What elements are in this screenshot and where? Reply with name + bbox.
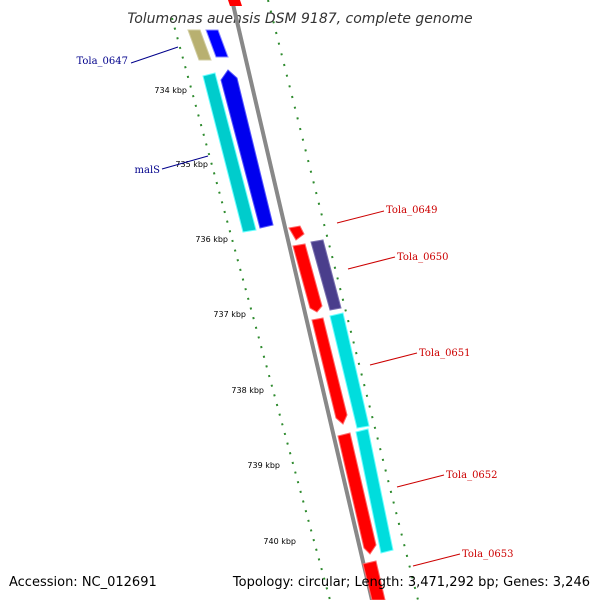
cds-tola-0647-adjacent [205,29,229,58]
ruler-track-left [171,17,331,600]
cds-top-edge [228,0,242,6]
gene-label-tola-0649[interactable]: Tola_0649 [386,205,438,216]
genome-stats-text: Topology: circular; Length: 3,471,292 bp… [232,575,590,590]
leader-line-tola-0652 [396,474,445,488]
tick-label: 738 kbp [231,386,264,395]
cds-tola-0651 [329,312,370,429]
leader-line-mals [161,155,209,170]
cds-blue-reverse [220,69,274,229]
gene-label-mals[interactable]: malS [135,165,161,176]
leader-line-tola-0650 [347,256,396,270]
cds-tola-0649 [288,225,305,241]
tick-735: 735 kbp [175,160,208,169]
leader-line-tola-0649 [336,210,385,224]
tick-label: 740 kbp [263,537,296,546]
cds-tola-0651-red [311,317,348,425]
tick-736: 736 kbp [195,235,228,244]
cds-mals [202,72,257,233]
cds-tola-0652 [355,428,394,554]
tick-label: 737 kbp [213,310,246,319]
cds-tola-0652-red [337,432,377,555]
map-title: Tolumonas auensis DSM 9187, complete gen… [127,11,472,27]
gene-label-tola-0647[interactable]: Tola_0647 [76,56,128,67]
tick-label: 736 kbp [195,235,228,244]
cds-tola-0647 [187,29,212,61]
gene-label-tola-0650[interactable]: Tola_0650 [397,252,449,263]
accession-text: Accession: NC_012691 [9,575,157,590]
gene-label-tola-0652[interactable]: Tola_0652 [446,470,498,481]
tick-738: 738 kbp [231,386,264,395]
gene-label-tola-0653[interactable]: Tola_0653 [462,549,514,560]
tick-label: 735 kbp [175,160,208,169]
gene-label-tola-0651[interactable]: Tola_0651 [419,348,471,359]
leader-line-tola-0653 [412,553,461,567]
cds-tola-0650 [310,239,342,311]
genome-backbone [230,0,374,600]
leader-line-tola-0647 [130,46,179,64]
tick-label: 739 kbp [247,461,280,470]
tick-739: 739 kbp [247,461,280,470]
leader-line-tola-0651 [369,352,418,366]
tick-label: 734 kbp [154,86,187,95]
ruler-track-right [267,0,419,600]
tick-737: 737 kbp [213,310,246,319]
tick-740: 740 kbp [263,537,296,546]
cds-tola-0653 [362,560,386,600]
cds-tola-0650-red [292,243,323,313]
tick-734: 734 kbp [154,86,187,95]
